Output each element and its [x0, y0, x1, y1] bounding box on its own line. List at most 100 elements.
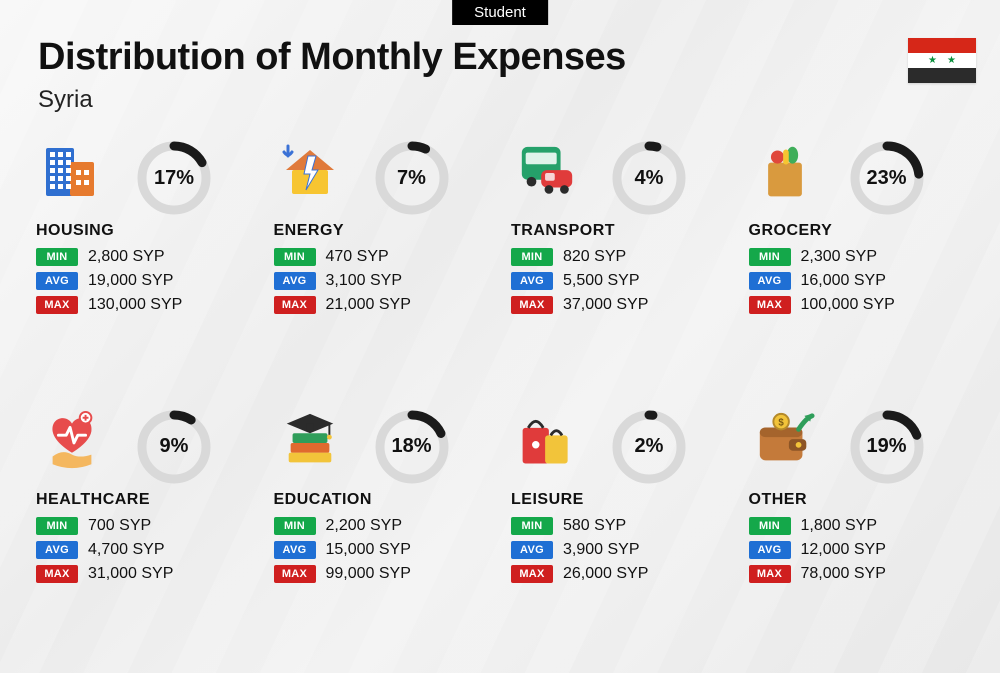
- min-badge: MIN: [511, 517, 553, 535]
- flag-stripe-bot: [908, 68, 976, 83]
- min-row: MIN 700 SYP: [36, 517, 173, 535]
- percent-value: 19%: [849, 409, 925, 485]
- grocery-bag-icon: [749, 140, 821, 204]
- min-row: MIN 2,800 SYP: [36, 248, 182, 266]
- avg-value: 3,100 SYP: [326, 272, 403, 290]
- avg-badge: AVG: [274, 541, 316, 559]
- percent-ring: 17%: [136, 140, 212, 216]
- max-badge: MAX: [36, 296, 78, 314]
- min-row: MIN 470 SYP: [274, 248, 411, 266]
- max-badge: MAX: [749, 296, 791, 314]
- value-rows: MIN 2,300 SYP AVG 16,000 SYP MAX 100,000…: [749, 248, 895, 320]
- max-row: MAX 21,000 SYP: [274, 296, 411, 314]
- category-name: EDUCATION: [274, 491, 372, 509]
- category-name: LEISURE: [511, 491, 584, 509]
- category-other: $ 19% OTHER MIN 1,800 SYP AVG 12,000 SYP…: [749, 409, 977, 654]
- house-bolt-icon: [274, 140, 346, 204]
- value-rows: MIN 580 SYP AVG 3,900 SYP MAX 26,000 SYP: [511, 517, 648, 589]
- categories-grid: 17% HOUSING MIN 2,800 SYP AVG 19,000 SYP…: [36, 140, 976, 653]
- max-row: MAX 100,000 SYP: [749, 296, 895, 314]
- min-row: MIN 2,200 SYP: [274, 517, 411, 535]
- min-value: 1,800 SYP: [801, 517, 878, 535]
- avg-badge: AVG: [511, 272, 553, 290]
- max-value: 100,000 SYP: [801, 296, 895, 314]
- country-subtitle: Syria: [38, 86, 93, 114]
- avg-value: 4,700 SYP: [88, 541, 165, 559]
- min-value: 2,300 SYP: [801, 248, 878, 266]
- shopping-bags-icon: [511, 409, 583, 473]
- min-badge: MIN: [749, 248, 791, 266]
- value-rows: MIN 2,800 SYP AVG 19,000 SYP MAX 130,000…: [36, 248, 182, 320]
- min-row: MIN 820 SYP: [511, 248, 648, 266]
- percent-value: 18%: [374, 409, 450, 485]
- avg-value: 19,000 SYP: [88, 272, 173, 290]
- min-row: MIN 1,800 SYP: [749, 517, 886, 535]
- page-title: Distribution of Monthly Expenses: [38, 36, 626, 79]
- percent-ring: 4%: [611, 140, 687, 216]
- avg-row: AVG 3,100 SYP: [274, 272, 411, 290]
- percent-ring: 2%: [611, 409, 687, 485]
- avg-badge: AVG: [749, 272, 791, 290]
- avg-row: AVG 3,900 SYP: [511, 541, 648, 559]
- flag-star: ★: [928, 55, 937, 66]
- min-row: MIN 2,300 SYP: [749, 248, 895, 266]
- percent-ring: 7%: [374, 140, 450, 216]
- category-leisure: 2% LEISURE MIN 580 SYP AVG 3,900 SYP MAX…: [511, 409, 739, 654]
- category-name: GROCERY: [749, 222, 833, 240]
- max-row: MAX 99,000 SYP: [274, 565, 411, 583]
- category-education: 18% EDUCATION MIN 2,200 SYP AVG 15,000 S…: [274, 409, 502, 654]
- avg-row: AVG 16,000 SYP: [749, 272, 895, 290]
- avg-row: AVG 15,000 SYP: [274, 541, 411, 559]
- category-name: ENERGY: [274, 222, 345, 240]
- percent-value: 4%: [611, 140, 687, 216]
- max-value: 31,000 SYP: [88, 565, 173, 583]
- min-badge: MIN: [274, 248, 316, 266]
- max-row: MAX 130,000 SYP: [36, 296, 182, 314]
- min-badge: MIN: [36, 248, 78, 266]
- svg-text:$: $: [778, 417, 784, 428]
- min-badge: MIN: [36, 517, 78, 535]
- max-badge: MAX: [749, 565, 791, 583]
- grad-books-icon: [274, 409, 346, 473]
- percent-value: 17%: [136, 140, 212, 216]
- category-transport: 4% TRANSPORT MIN 820 SYP AVG 5,500 SYP M…: [511, 140, 739, 385]
- max-badge: MAX: [511, 296, 553, 314]
- max-value: 78,000 SYP: [801, 565, 886, 583]
- flag-stripe-top: [908, 38, 976, 53]
- max-row: MAX 31,000 SYP: [36, 565, 173, 583]
- max-badge: MAX: [274, 565, 316, 583]
- category-energy: 7% ENERGY MIN 470 SYP AVG 3,100 SYP MAX …: [274, 140, 502, 385]
- value-rows: MIN 820 SYP AVG 5,500 SYP MAX 37,000 SYP: [511, 248, 648, 320]
- avg-badge: AVG: [36, 541, 78, 559]
- avg-row: AVG 12,000 SYP: [749, 541, 886, 559]
- max-value: 37,000 SYP: [563, 296, 648, 314]
- country-flag: ★ ★: [908, 38, 976, 83]
- percent-ring: 19%: [849, 409, 925, 485]
- value-rows: MIN 1,800 SYP AVG 12,000 SYP MAX 78,000 …: [749, 517, 886, 589]
- max-value: 130,000 SYP: [88, 296, 182, 314]
- avg-badge: AVG: [511, 541, 553, 559]
- value-rows: MIN 2,200 SYP AVG 15,000 SYP MAX 99,000 …: [274, 517, 411, 589]
- heart-hand-icon: [36, 409, 108, 473]
- wallet-arrow-icon: $: [749, 409, 821, 473]
- min-value: 700 SYP: [88, 517, 151, 535]
- buildings-icon: [36, 140, 108, 204]
- min-value: 820 SYP: [563, 248, 626, 266]
- avg-row: AVG 4,700 SYP: [36, 541, 173, 559]
- max-badge: MAX: [36, 565, 78, 583]
- percent-ring: 18%: [374, 409, 450, 485]
- max-badge: MAX: [274, 296, 316, 314]
- bus-car-icon: [511, 140, 583, 204]
- avg-value: 12,000 SYP: [801, 541, 886, 559]
- category-name: OTHER: [749, 491, 808, 509]
- flag-star: ★: [947, 55, 956, 66]
- min-badge: MIN: [274, 517, 316, 535]
- max-value: 26,000 SYP: [563, 565, 648, 583]
- percent-ring: 9%: [136, 409, 212, 485]
- avg-row: AVG 19,000 SYP: [36, 272, 182, 290]
- avg-badge: AVG: [274, 272, 316, 290]
- percent-ring: 23%: [849, 140, 925, 216]
- value-rows: MIN 470 SYP AVG 3,100 SYP MAX 21,000 SYP: [274, 248, 411, 320]
- avg-value: 15,000 SYP: [326, 541, 411, 559]
- category-grocery: 23% GROCERY MIN 2,300 SYP AVG 16,000 SYP…: [749, 140, 977, 385]
